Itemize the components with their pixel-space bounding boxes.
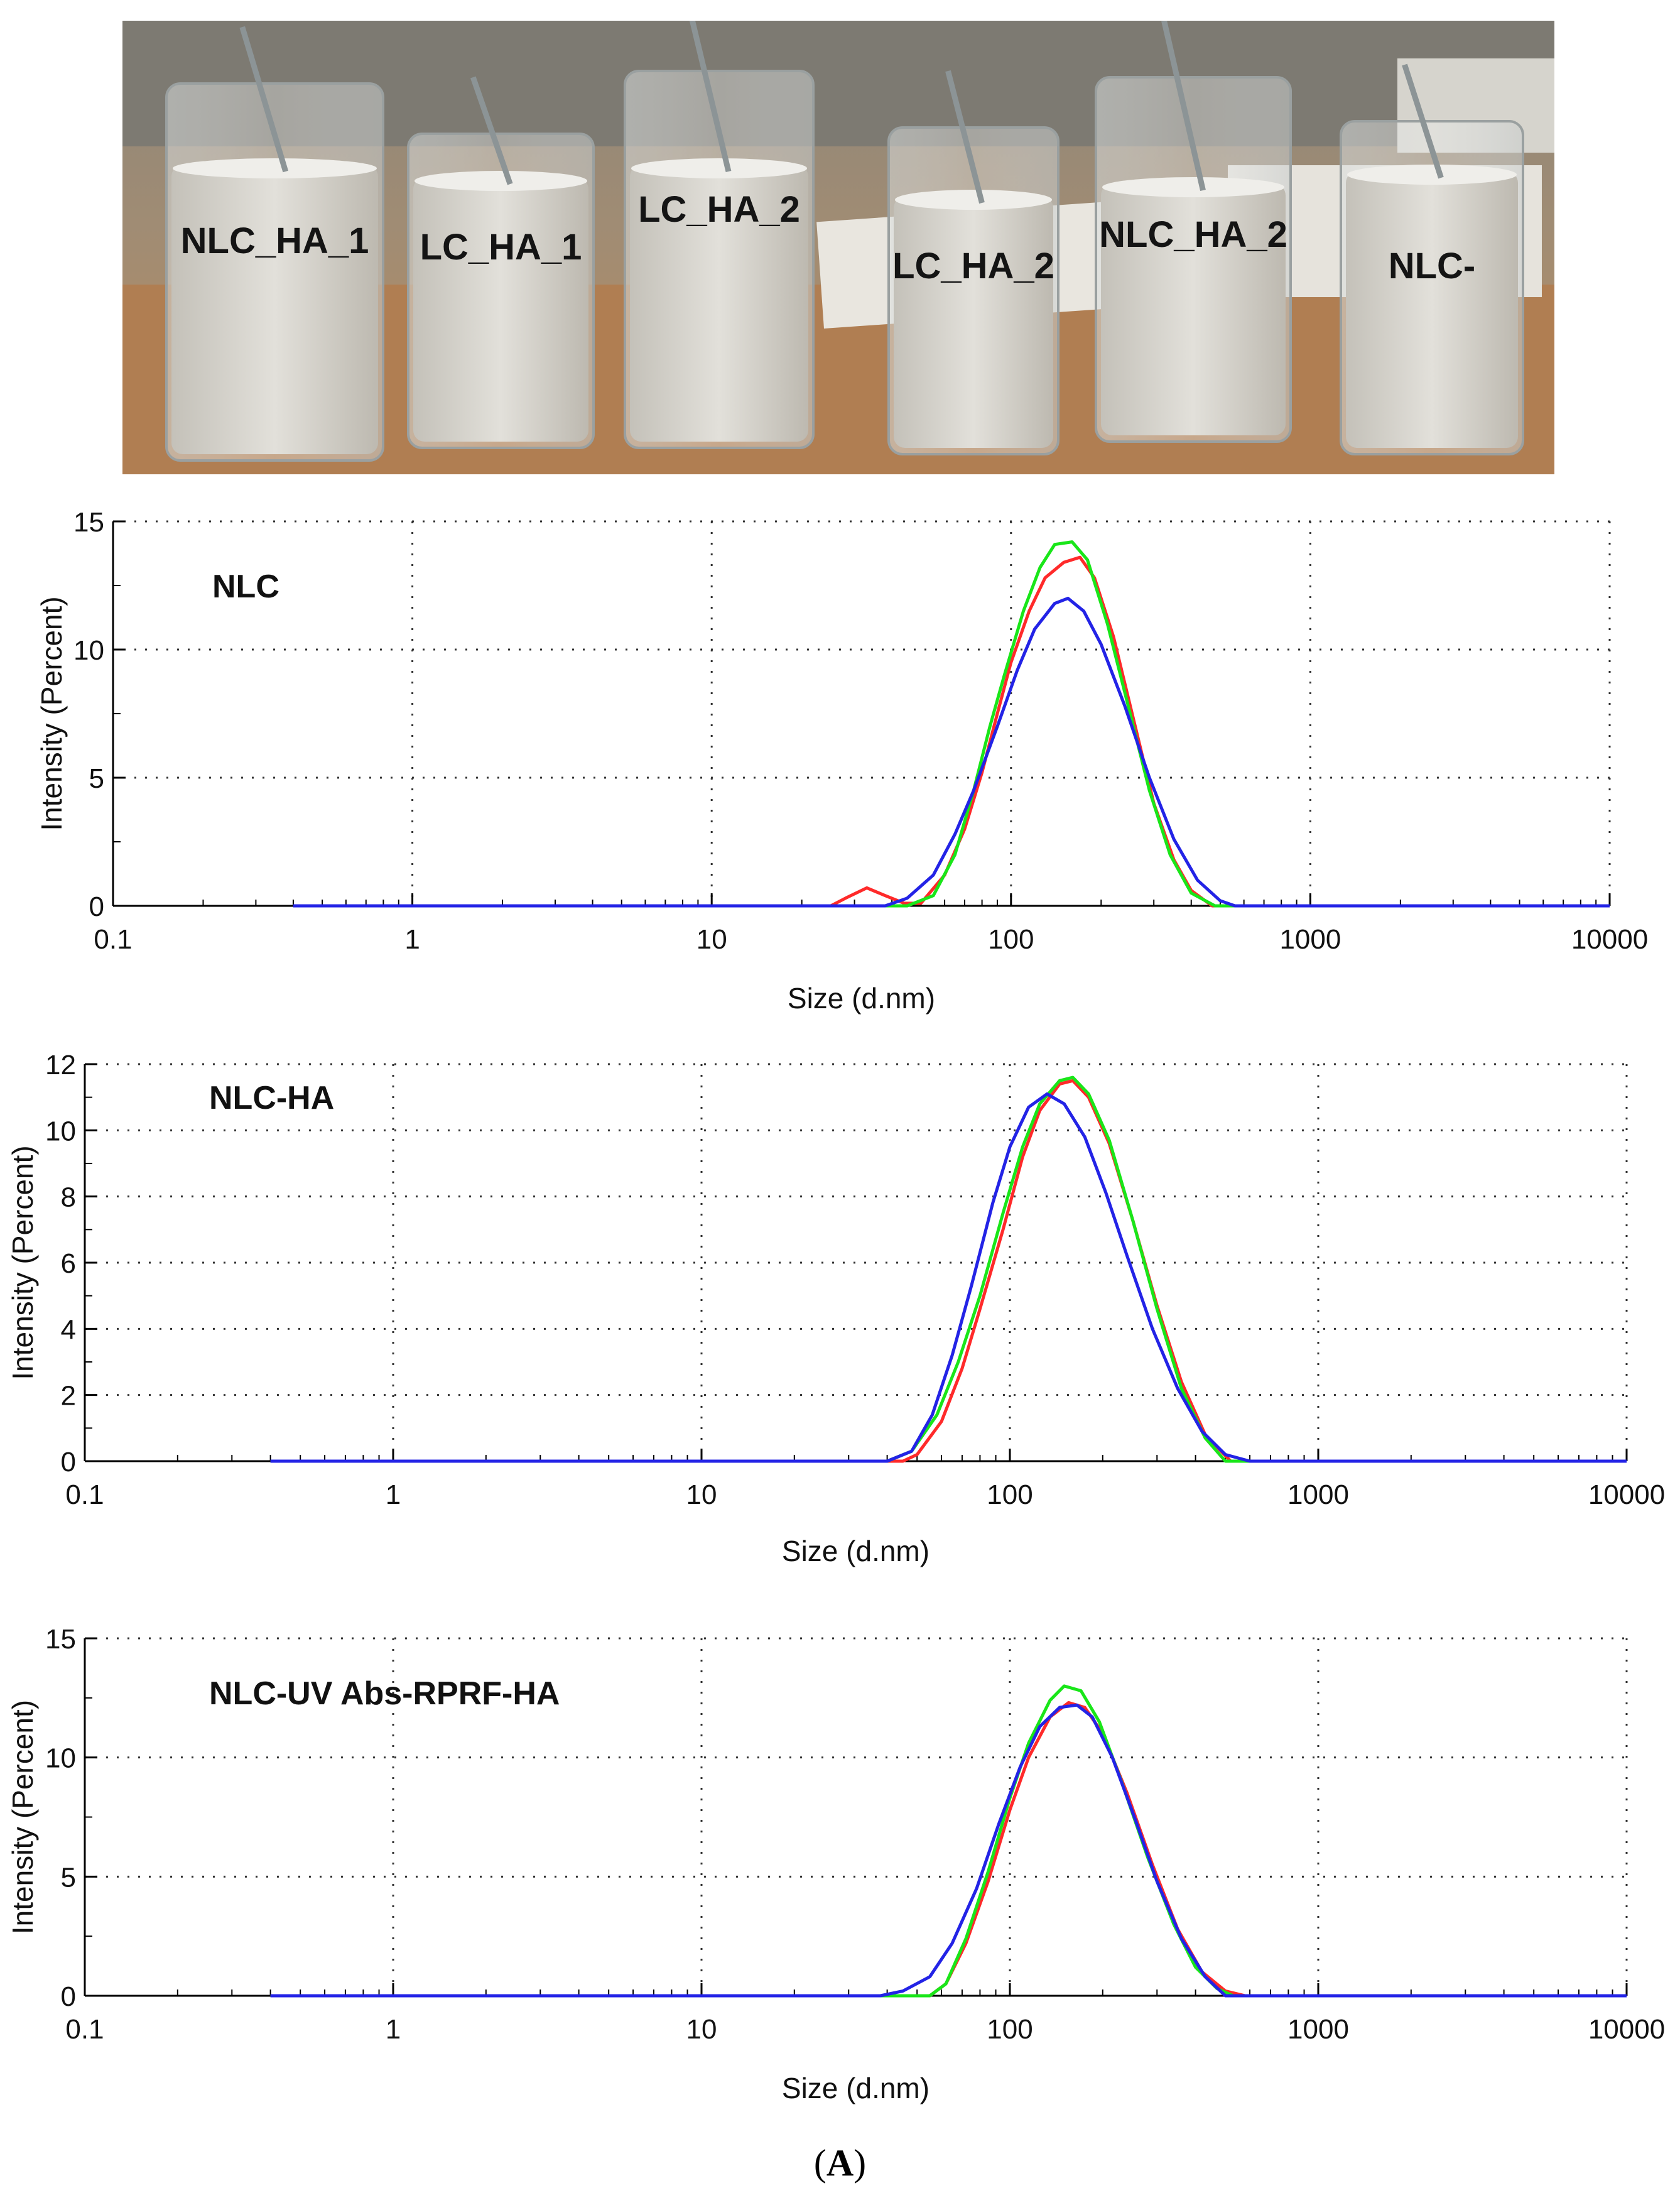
x-tick-label: 0.1 <box>65 1479 104 1510</box>
x-tick-label: 1 <box>386 1479 401 1510</box>
y-tick-label: 15 <box>45 1624 76 1655</box>
x-tick-label: 10000 <box>1571 924 1648 955</box>
chart-panel: 0.1 1 10 100 1000 10000 0 2 4 6 8 10 12 Size (d.nm) In… <box>6 1050 1665 1567</box>
y-tick-label: 2 <box>61 1381 76 1412</box>
series-line-blue <box>270 1703 1627 1998</box>
series-line-red <box>293 555 1610 908</box>
panel-title: NLC <box>212 569 279 605</box>
y-tick-label: 4 <box>61 1314 76 1345</box>
x-tick-label: 100 <box>987 1479 1032 1510</box>
x-tick-label: 10 <box>686 2014 717 2045</box>
chart-panel: 0.1 1 10 100 1000 10000 0 5 10 15 Size (d.nm) Inten… <box>35 507 1648 1015</box>
x-tick-label: 1 <box>404 924 420 955</box>
beaker-label: LC_HA_2 <box>892 246 1054 286</box>
beaker: NLC- <box>1340 63 1524 455</box>
x-tick-label: 1 <box>386 2014 401 2045</box>
x-tick-label: 100 <box>987 2014 1032 2045</box>
series-line-green <box>270 1075 1627 1463</box>
x-tick-label: 1000 <box>1287 2014 1349 2045</box>
x-tick-label: 0.1 <box>94 924 132 955</box>
y-tick-label: 15 <box>73 507 104 538</box>
beaker: NLC_HA_1 <box>165 26 384 462</box>
x-tick-label: 10000 <box>1588 1479 1665 1510</box>
x-tick-label: 100 <box>988 924 1034 955</box>
beaker-label: LC_HA_2 <box>638 189 800 230</box>
beaker: LC_HA_1 <box>407 76 595 449</box>
panel-title: NLC-HA <box>209 1080 334 1116</box>
series-line-blue <box>293 596 1610 908</box>
series-line-red <box>270 1079 1627 1463</box>
beaker: NLC_HA_2 <box>1095 21 1292 443</box>
y-tick-label: 6 <box>61 1248 76 1279</box>
y-tick-label: 12 <box>45 1050 76 1080</box>
y-tick-label: 10 <box>45 1116 76 1146</box>
beaker-label: NLC_HA_2 <box>1099 214 1287 255</box>
y-axis-label: Intensity (Percent) <box>6 1700 39 1934</box>
y-tick-label: 0 <box>61 1981 76 2012</box>
beaker-label: LC_HA_1 <box>420 227 582 268</box>
series-line-red <box>270 1701 1627 1998</box>
x-tick-label: 10000 <box>1588 2014 1665 2045</box>
x-tick-label: 1000 <box>1287 1479 1349 1510</box>
series-line-green <box>293 540 1610 908</box>
figure-label: (A) <box>813 2142 867 2184</box>
beaker: LC_HA_2 <box>624 21 815 449</box>
y-tick-label: 8 <box>61 1182 76 1213</box>
series-line-blue <box>270 1092 1627 1463</box>
x-axis-label: Size (d.nm) <box>782 2072 929 2104</box>
y-axis-label: Intensity (Percent) <box>35 596 68 830</box>
panel-title: NLC-UV Abs-RPRF-HA <box>209 1675 560 1712</box>
y-tick-label: 10 <box>73 635 104 666</box>
y-tick-label: 5 <box>89 763 104 794</box>
beaker: LC_HA_2 <box>887 70 1059 455</box>
x-axis-label: Size (d.nm) <box>788 982 935 1015</box>
beaker-label: NLC_HA_1 <box>181 220 369 261</box>
chart-panel: 0.1 1 10 100 1000 10000 0 5 10 15 Size (d.nm) Inten… <box>6 1624 1665 2104</box>
y-tick-label: 10 <box>45 1743 76 1774</box>
beakers-photo: NLC_HA_1 LC_HA_1 LC_HA_2 LC_HA_2 NLC_HA_2 NLC… <box>122 21 1554 474</box>
x-tick-label: 0.1 <box>65 2014 104 2045</box>
x-tick-label: 10 <box>696 924 727 955</box>
y-tick-label: 5 <box>61 1862 76 1893</box>
x-tick-label: 1000 <box>1279 924 1341 955</box>
beaker-label: NLC- <box>1389 246 1476 286</box>
x-tick-label: 10 <box>686 1479 717 1510</box>
y-tick-label: 0 <box>89 891 104 922</box>
x-axis-label: Size (d.nm) <box>782 1535 929 1567</box>
y-axis-label: Intensity (Percent) <box>6 1145 39 1380</box>
y-tick-label: 0 <box>61 1447 76 1478</box>
series-line-green <box>270 1684 1627 1998</box>
